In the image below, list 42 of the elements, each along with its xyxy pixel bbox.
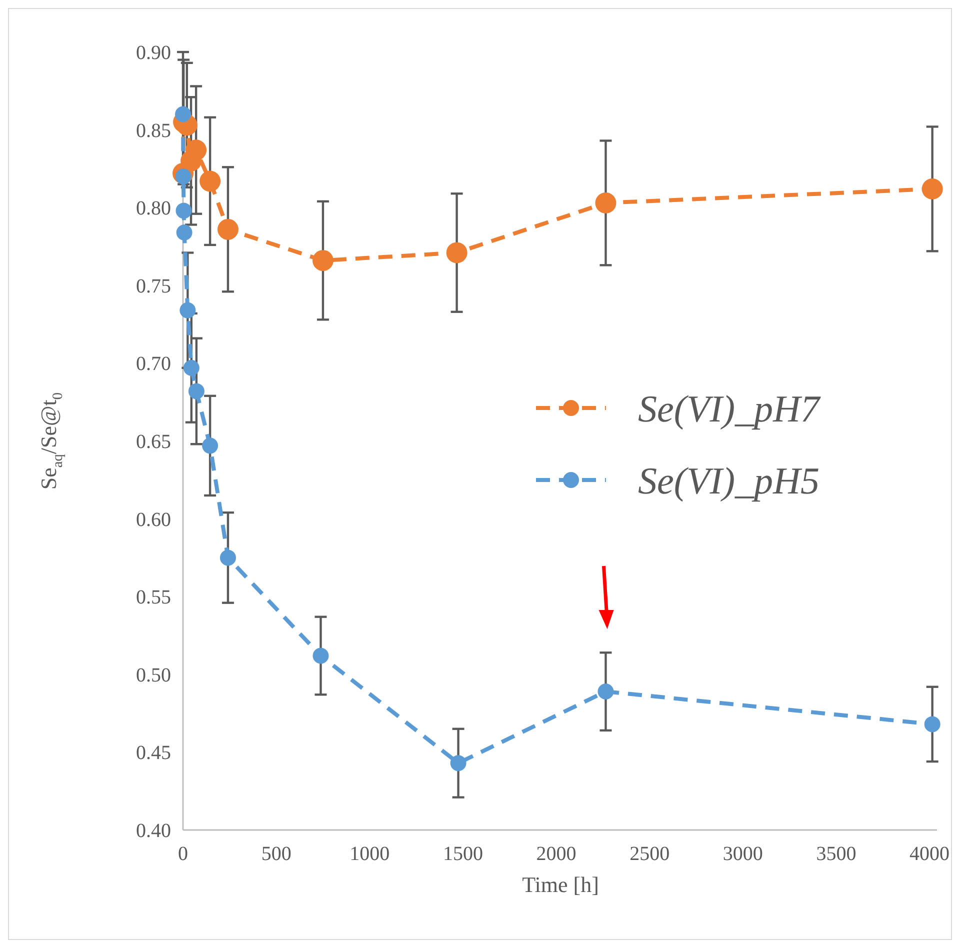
- y-tick-label: 0.70: [136, 353, 171, 376]
- y-tick-label: 0.80: [136, 198, 171, 220]
- point: [220, 550, 236, 566]
- x-tick-label: 4000: [910, 843, 950, 865]
- legend-label: Se(VI)_pH7: [638, 388, 822, 430]
- y-tick-label: 0.60: [136, 508, 171, 531]
- y-tick-label: 0.40: [136, 820, 171, 842]
- x-tick-label: 1000: [350, 843, 390, 865]
- x-tick-label: 0: [178, 843, 188, 865]
- point: [922, 178, 943, 200]
- point: [312, 250, 334, 272]
- point: [450, 755, 466, 772]
- y-tick-label: 0.55: [136, 586, 171, 609]
- point: [200, 170, 221, 192]
- point: [202, 438, 218, 454]
- y-tick-label: 0.45: [136, 742, 171, 764]
- point: [217, 218, 238, 240]
- point: [598, 684, 614, 700]
- x-tick-label: 3000: [722, 843, 763, 865]
- y-tick-label: 0.50: [136, 664, 171, 686]
- point: [175, 106, 191, 122]
- point: [176, 202, 192, 219]
- point: [924, 716, 940, 732]
- x-tick-label: 1500: [442, 843, 483, 865]
- point: [180, 302, 196, 318]
- y-tick-label: 0.90: [136, 42, 171, 64]
- point: [595, 192, 616, 214]
- point: [446, 242, 468, 264]
- x-tick-label: 3500: [816, 843, 856, 865]
- point: [312, 648, 329, 664]
- legend-label: Se(VI)_pH5: [638, 460, 820, 502]
- y-tick-label: 0.75: [136, 275, 171, 298]
- x-tick-label: 2500: [630, 843, 670, 865]
- x-tick-label: 500: [261, 843, 292, 865]
- y-tick-label: 0.65: [136, 431, 171, 453]
- point: [186, 140, 207, 161]
- point: [188, 383, 204, 400]
- x-axis-title: Time [h]: [522, 872, 599, 897]
- point: [176, 224, 192, 240]
- point: [183, 360, 200, 376]
- x-tick-label: 2000: [536, 843, 576, 865]
- y-tick-label: 0.85: [136, 120, 171, 142]
